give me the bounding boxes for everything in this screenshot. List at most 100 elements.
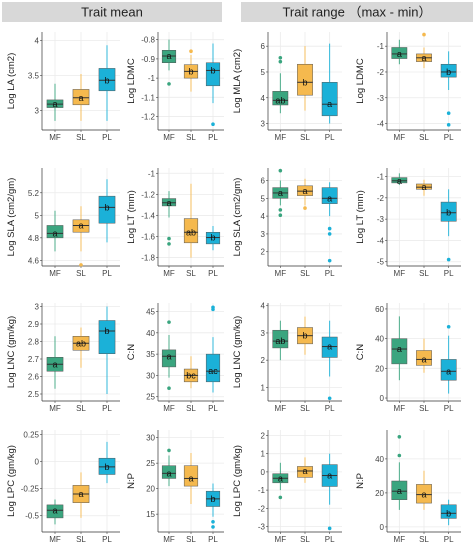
box-mf: a: [161, 191, 177, 246]
y-tick-label: 15: [146, 510, 155, 519]
x-tick-label: SL: [186, 404, 196, 413]
panel-3: 3 4 5 6 Log MLA (cm2) ab MF b SL a PL: [232, 32, 342, 142]
panel-8: -1 -2 -3 -4 -5 Log LT (mm) a MF a SL b PL: [355, 168, 461, 278]
significance-letter: a: [278, 188, 283, 198]
box-pl: b: [205, 43, 221, 127]
y-tick-label: -0.25: [21, 485, 40, 494]
significance-letter: a: [78, 220, 83, 230]
y-tick-label: 30: [146, 434, 155, 443]
box-iqr: [321, 336, 338, 358]
box-sl: a: [416, 32, 432, 69]
box-iqr: [416, 350, 432, 366]
significance-letter: a: [188, 473, 193, 483]
box-mf: a: [161, 39, 177, 86]
x-tick-label: PL: [102, 535, 112, 544]
y-tick-label: 5: [261, 194, 266, 203]
box-sl: b: [297, 316, 313, 355]
box-iqr: [321, 187, 338, 204]
outlier-point: [303, 206, 307, 210]
outlier-point: [446, 324, 451, 329]
box-pl: a: [321, 453, 338, 531]
box-iqr: [46, 225, 64, 239]
significance-letter: a: [446, 366, 451, 376]
y-tick-label: -1: [377, 173, 385, 182]
significance-letter: b: [210, 494, 215, 504]
panel-9: 2.5 2.6 2.7 2.8 2.9 3 Log LNC (gm/kg) a MF ab SL b P…: [6, 303, 120, 413]
box-iqr: [205, 353, 221, 383]
box-sl: b: [183, 49, 199, 92]
y-axis-label: C:N: [126, 344, 137, 361]
y-tick-label: -3: [377, 215, 385, 224]
box-pl: a: [321, 320, 338, 401]
y-tick-label: 4: [35, 36, 40, 45]
box-iqr: [183, 465, 199, 487]
y-tick-label: -1.6: [141, 232, 155, 241]
box-sl: a: [416, 470, 432, 510]
box-sl: a: [72, 74, 90, 121]
y-tick-label: 3: [261, 230, 266, 239]
y-axis-label: Log LT (mm): [355, 190, 366, 244]
x-tick-label: PL: [325, 133, 335, 142]
outlier-point: [79, 263, 83, 267]
x-tick-label: SL: [186, 133, 196, 142]
y-axis-label: N:P: [355, 473, 366, 489]
x-tick-label: PL: [325, 535, 335, 544]
x-tick-label: SL: [186, 535, 196, 544]
panel-11: 1 2 3 4 Log LNC (gm/kg) ab MF b SL a PL: [232, 302, 342, 413]
y-tick-label: 5: [35, 211, 40, 220]
y-tick-label: 4: [261, 212, 266, 221]
box-pl: ac: [205, 305, 221, 393]
panel-14: 15 20 25 30 N:P a MF a SL b PL: [126, 430, 224, 544]
y-tick-label: -1: [377, 42, 385, 51]
y-axis-label: Log LPC (gm/kg): [6, 445, 17, 517]
box-sl: a: [297, 457, 313, 483]
x-tick-label: SL: [186, 269, 196, 278]
x-tick-label: PL: [444, 133, 454, 142]
outlier-point: [327, 232, 332, 236]
panel-12: 0 20 40 60 C:N a MF a SL a PL: [355, 303, 461, 413]
significance-letter: b: [446, 508, 451, 518]
significance-letter: ab: [275, 95, 285, 105]
box-mf: ab: [272, 320, 289, 361]
box-iqr: [391, 177, 408, 184]
significance-letter: b: [210, 65, 215, 75]
significance-letter: a: [421, 182, 426, 192]
significance-letter: b: [210, 233, 215, 243]
header-left-title: Trait mean: [81, 5, 143, 20]
box-iqr: [72, 219, 90, 233]
box-iqr: [440, 359, 457, 381]
x-tick-label: PL: [325, 404, 335, 413]
box-mf: a: [391, 435, 408, 510]
x-tick-label: PL: [444, 535, 454, 544]
y-tick-label: -2: [258, 504, 266, 513]
x-tick-label: SL: [419, 269, 429, 278]
outlier-point: [278, 208, 283, 212]
significance-letter: b: [446, 208, 451, 218]
y-tick-label: -0.8: [141, 36, 155, 45]
x-tick-label: PL: [325, 269, 335, 278]
y-tick-label: 20: [146, 485, 155, 494]
box-pl: b: [440, 189, 457, 262]
box-mf: a: [161, 448, 177, 487]
x-tick-label: SL: [419, 404, 429, 413]
outlier-point: [167, 82, 171, 86]
box-pl: b: [440, 499, 457, 526]
x-tick-label: SL: [419, 535, 429, 544]
significance-letter: b: [104, 75, 109, 85]
y-tick-label: -1.1: [141, 93, 155, 102]
significance-letter: b: [302, 331, 307, 341]
y-tick-label: -2: [377, 68, 385, 77]
y-tick-label: 20: [375, 364, 384, 373]
y-axis-label: C:N: [355, 344, 366, 361]
box-sl: a: [416, 338, 432, 373]
box-iqr: [161, 465, 177, 479]
box-mf: a: [46, 499, 64, 525]
y-tick-label: 4: [261, 94, 266, 103]
outlier-point: [167, 320, 171, 324]
box-iqr: [391, 480, 408, 500]
box-pl: b: [98, 179, 116, 243]
significance-letter: ac: [208, 366, 218, 376]
x-tick-label: SL: [300, 404, 310, 413]
box-iqr: [297, 63, 313, 96]
significance-letter: a: [302, 186, 307, 196]
